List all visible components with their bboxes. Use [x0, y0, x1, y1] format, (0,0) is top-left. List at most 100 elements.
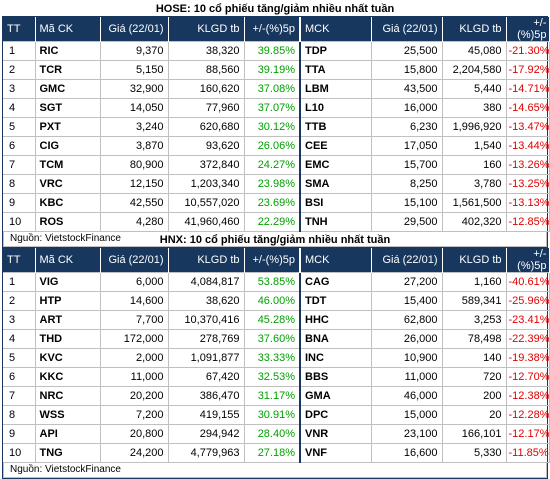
- table-row: 1 RIC 9,370 38,320 39.85% TDP 25,500 45,080 -21.…: [3, 41, 550, 61]
- loser-volume: 78,498: [442, 329, 507, 349]
- loser-change: -12.38%: [506, 386, 550, 406]
- gainer-price: 7,200: [100, 405, 169, 425]
- gainer-volume: 386,470: [168, 386, 245, 406]
- gainer-change: 24.27%: [244, 155, 301, 175]
- row-number: 8: [3, 405, 36, 425]
- hose-body: 1 RIC 9,370 38,320 39.85% TDP 25,500 45,080 -21.…: [3, 41, 550, 232]
- header-code-down: MCK: [300, 248, 372, 273]
- loser-price: 8,250: [371, 174, 443, 194]
- gainer-change: 23.98%: [244, 174, 301, 194]
- gainer-price: 4,280: [100, 212, 169, 232]
- loser-volume: 2,204,580: [442, 60, 507, 80]
- gainer-volume: 620,680: [168, 117, 245, 137]
- gainer-volume: 294,942: [168, 424, 245, 444]
- row-number: 2: [3, 291, 36, 311]
- header-tt: TT: [3, 248, 36, 273]
- row-number: 6: [3, 136, 36, 156]
- hnx-section: HNX: 10 cổ phiếu tăng/giảm nhiều nhất tu…: [2, 233, 550, 479]
- loser-volume: 3,780: [442, 174, 507, 194]
- header-volume: KLGD tb: [168, 248, 245, 273]
- loser-price: 26,000: [371, 329, 443, 349]
- gainer-volume: 38,320: [168, 41, 245, 61]
- gainer-code: SGT: [35, 98, 101, 118]
- gainer-price: 14,050: [100, 98, 169, 118]
- hnx-body: 1 VIG 6,000 4,084,817 53.85% CAG 27,200 1,160 -4…: [3, 272, 550, 463]
- loser-code: BNA: [300, 329, 372, 349]
- loser-volume: 20: [442, 405, 507, 425]
- gainer-volume: 10,370,416: [168, 310, 245, 330]
- hnx-source: Nguồn: VietstockFinance: [3, 463, 547, 478]
- gainer-change: 33.33%: [244, 348, 301, 368]
- table-row: 10 TNG 24,200 4,779,963 27.18% VNF 16,600 5,330…: [3, 443, 550, 463]
- loser-code: EMC: [300, 155, 372, 175]
- gainer-change: 39.85%: [244, 41, 301, 61]
- gainer-code: THD: [35, 329, 101, 349]
- gainer-change: 45.28%: [244, 310, 301, 330]
- hose-section: HOSE: 10 cổ phiếu tăng/giảm nhiều nhất t…: [2, 2, 550, 248]
- gainer-volume: 93,620: [168, 136, 245, 156]
- gainer-change: 46.00%: [244, 291, 301, 311]
- loser-volume: 160: [442, 155, 507, 175]
- gainer-change: 22.29%: [244, 212, 301, 232]
- gainer-code: VRC: [35, 174, 101, 194]
- table-row: 3 ART 7,700 10,370,416 45.28% HHC 62,800 3,253-…: [3, 310, 550, 330]
- gainer-code: RIC: [35, 41, 101, 61]
- row-number: 8: [3, 174, 36, 194]
- gainer-price: 5,150: [100, 60, 169, 80]
- gainer-change: 23.69%: [244, 193, 301, 213]
- table-row: 6 KKC 11,000 67,420 32.53% BBS 11,000 720 -12.70…: [3, 367, 550, 387]
- header-change-down: +/-(%)5p: [506, 248, 550, 273]
- loser-code: BSI: [300, 193, 372, 213]
- loser-volume: 45,080: [442, 41, 507, 61]
- table-row: 2 TCR 5,150 88,560 39.19% TTA 15,800 2,204,580-…: [3, 60, 550, 80]
- row-number: 5: [3, 348, 36, 368]
- loser-volume: 1,996,920: [442, 117, 507, 137]
- loser-price: 29,500: [371, 212, 443, 232]
- loser-change: -25.96%: [506, 291, 550, 311]
- gainer-volume: 372,840: [168, 155, 245, 175]
- gainer-volume: 10,557,020: [168, 193, 245, 213]
- loser-code: TNH: [300, 212, 372, 232]
- gainer-code: NRC: [35, 386, 101, 406]
- loser-price: 11,000: [371, 367, 443, 387]
- hose-table: TT Mã CK Giá (22/01) KLGD tb +/-(%)5p MC…: [3, 17, 550, 232]
- loser-change: -21.30%: [506, 41, 550, 61]
- loser-code: CEE: [300, 136, 372, 156]
- gainer-code: KVC: [35, 348, 101, 368]
- loser-price: 6,230: [371, 117, 443, 137]
- gainer-change: 37.60%: [244, 329, 301, 349]
- gainer-price: 6,000: [100, 272, 169, 292]
- loser-code: INC: [300, 348, 372, 368]
- gainer-code: CIG: [35, 136, 101, 156]
- loser-change: -19.38%: [506, 348, 550, 368]
- table-row: 1 VIG 6,000 4,084,817 53.85% CAG 27,200 1,160 -4…: [3, 272, 550, 292]
- gainer-price: 42,550: [100, 193, 169, 213]
- gainer-volume: 88,560: [168, 60, 245, 80]
- loser-price: 16,000: [371, 98, 443, 118]
- table-row: 5 KVC 2,000 1,091,877 33.33% INC 10,900 140 -19.…: [3, 348, 550, 368]
- loser-code: GMA: [300, 386, 372, 406]
- row-number: 9: [3, 424, 36, 444]
- gainer-change: 37.08%: [244, 79, 301, 99]
- loser-change: -14.71%: [506, 79, 550, 99]
- header-code: Mã CK: [35, 17, 101, 42]
- loser-code: VNF: [300, 443, 372, 463]
- gainer-change: 39.19%: [244, 60, 301, 80]
- loser-change: -40.61%: [506, 272, 550, 292]
- row-number: 4: [3, 98, 36, 118]
- gainer-volume: 4,084,817: [168, 272, 245, 292]
- row-number: 3: [3, 310, 36, 330]
- header-code-down: MCK: [300, 17, 372, 42]
- loser-price: 17,050: [371, 136, 443, 156]
- gainer-code: HTP: [35, 291, 101, 311]
- loser-price: 16,600: [371, 443, 443, 463]
- row-number: 2: [3, 60, 36, 80]
- gainer-price: 11,000: [100, 367, 169, 387]
- gainer-code: ROS: [35, 212, 101, 232]
- gainer-change: 37.07%: [244, 98, 301, 118]
- hnx-title: HNX: 10 cổ phiếu tăng/giảm nhiều nhất tu…: [159, 234, 391, 246]
- header-price: Giá (22/01): [100, 17, 169, 42]
- gainer-price: 3,870: [100, 136, 169, 156]
- gainer-code: API: [35, 424, 101, 444]
- loser-volume: 5,440: [442, 79, 507, 99]
